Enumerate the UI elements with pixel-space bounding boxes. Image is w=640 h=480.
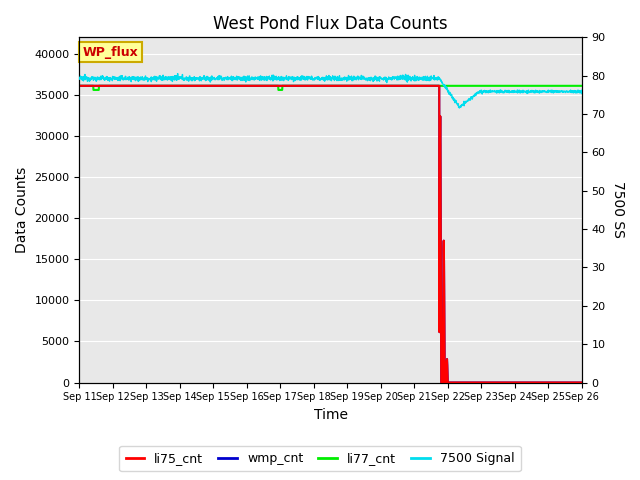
Text: WP_flux: WP_flux [83,46,138,59]
Title: West Pond Flux Data Counts: West Pond Flux Data Counts [213,15,448,33]
X-axis label: Time: Time [314,408,348,422]
Y-axis label: 7500 SS: 7500 SS [611,181,625,239]
Legend: li75_cnt, wmp_cnt, li77_cnt, 7500 Signal: li75_cnt, wmp_cnt, li77_cnt, 7500 Signal [119,446,521,471]
Y-axis label: Data Counts: Data Counts [15,167,29,253]
